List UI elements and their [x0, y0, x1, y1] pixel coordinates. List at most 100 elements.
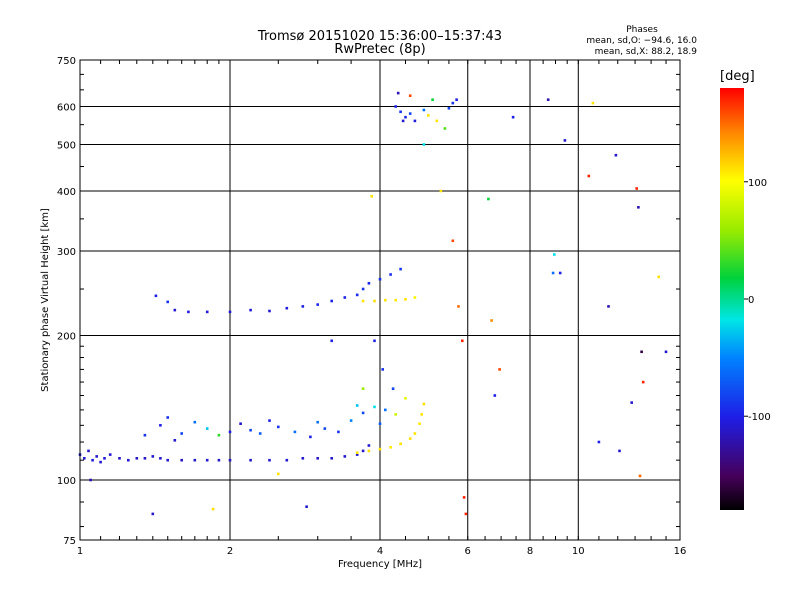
data-point — [108, 453, 112, 456]
data-point — [373, 299, 376, 303]
data-point — [89, 478, 92, 482]
data-point — [361, 287, 365, 291]
data-point — [309, 435, 312, 439]
data-point — [361, 411, 365, 415]
data-point — [305, 505, 308, 508]
colorbar-tick-label: 0 — [748, 295, 754, 306]
chart-subtitle: RwPretec (8p) — [334, 42, 425, 57]
data-point — [277, 472, 280, 476]
data-point — [337, 430, 340, 434]
colorbar-tick-label: 100 — [748, 178, 767, 189]
data-point — [637, 206, 640, 209]
data-point — [404, 298, 407, 301]
data-point — [420, 413, 423, 416]
data-point — [355, 451, 359, 454]
data-point — [367, 444, 371, 447]
data-point — [439, 189, 443, 193]
data-point — [293, 430, 297, 434]
data-point — [413, 432, 417, 435]
data-point — [180, 458, 183, 462]
data-point — [404, 115, 407, 119]
data-point — [258, 432, 262, 435]
data-point — [378, 277, 382, 281]
data-point — [249, 428, 252, 432]
colorbar-tick-label: -100 — [748, 412, 771, 423]
plot-area — [80, 60, 680, 540]
data-point — [367, 449, 371, 453]
data-point — [349, 419, 353, 422]
data-point — [404, 397, 407, 400]
data-point — [187, 310, 190, 314]
data-point — [373, 339, 376, 343]
data-point — [268, 309, 271, 313]
data-point — [498, 368, 501, 371]
data-point — [638, 474, 642, 478]
data-point — [166, 300, 169, 304]
data-point — [384, 408, 387, 412]
data-point — [228, 310, 232, 314]
data-point — [399, 110, 402, 114]
data-point — [217, 458, 221, 462]
data-point — [443, 127, 447, 130]
data-point — [461, 339, 464, 343]
data-point — [451, 239, 455, 243]
data-point — [396, 91, 400, 95]
data-point — [389, 446, 392, 449]
data-point — [413, 296, 417, 299]
data-point — [399, 267, 402, 271]
data-point — [228, 458, 232, 462]
data-point — [285, 306, 289, 310]
data-point — [143, 457, 147, 460]
data-point — [435, 119, 439, 123]
data-point — [563, 139, 567, 142]
data-point — [394, 413, 397, 416]
data-point — [591, 101, 595, 105]
data-point — [361, 387, 365, 390]
data-point — [95, 455, 98, 458]
data-point — [249, 308, 252, 312]
y-tick-label: 500 — [57, 141, 76, 152]
y-tick-label: 100 — [57, 476, 76, 487]
x-tick-label: 4 — [377, 546, 383, 557]
data-point — [614, 153, 618, 157]
data-point — [159, 457, 162, 460]
data-point — [173, 308, 177, 312]
data-point — [91, 458, 94, 462]
data-point — [427, 114, 430, 117]
data-point — [343, 296, 347, 299]
data-point — [587, 174, 591, 178]
data-point — [381, 368, 384, 371]
data-point — [422, 402, 426, 406]
data-point — [455, 98, 458, 101]
data-point — [431, 98, 434, 101]
data-point — [330, 457, 333, 460]
x-tick-label: 1 — [77, 546, 83, 557]
y-tick-label: 75 — [63, 536, 76, 547]
data-point — [99, 460, 102, 464]
data-point — [367, 282, 371, 285]
data-point — [422, 108, 426, 112]
data-point — [657, 275, 660, 279]
colorbar-gradient — [720, 88, 744, 510]
data-point — [462, 496, 466, 499]
data-point — [413, 119, 417, 123]
chart-title: Tromsø 20151020 15:36:00–15:37:43 — [257, 29, 502, 44]
data-point — [228, 430, 232, 434]
data-point — [166, 458, 169, 462]
data-point — [635, 187, 638, 190]
data-point — [394, 105, 397, 108]
data-point — [418, 422, 421, 425]
data-point — [301, 457, 305, 460]
data-point — [193, 458, 197, 462]
data-point — [641, 380, 645, 384]
data-point — [205, 427, 209, 430]
data-point — [422, 143, 426, 146]
data-point — [355, 404, 359, 407]
data-point — [373, 405, 376, 409]
data-point — [217, 433, 221, 437]
y-axis-label: Stationary phase Virtual Height [km] — [40, 208, 51, 392]
data-point — [378, 447, 382, 451]
data-point — [249, 458, 252, 462]
data-point — [361, 449, 365, 453]
